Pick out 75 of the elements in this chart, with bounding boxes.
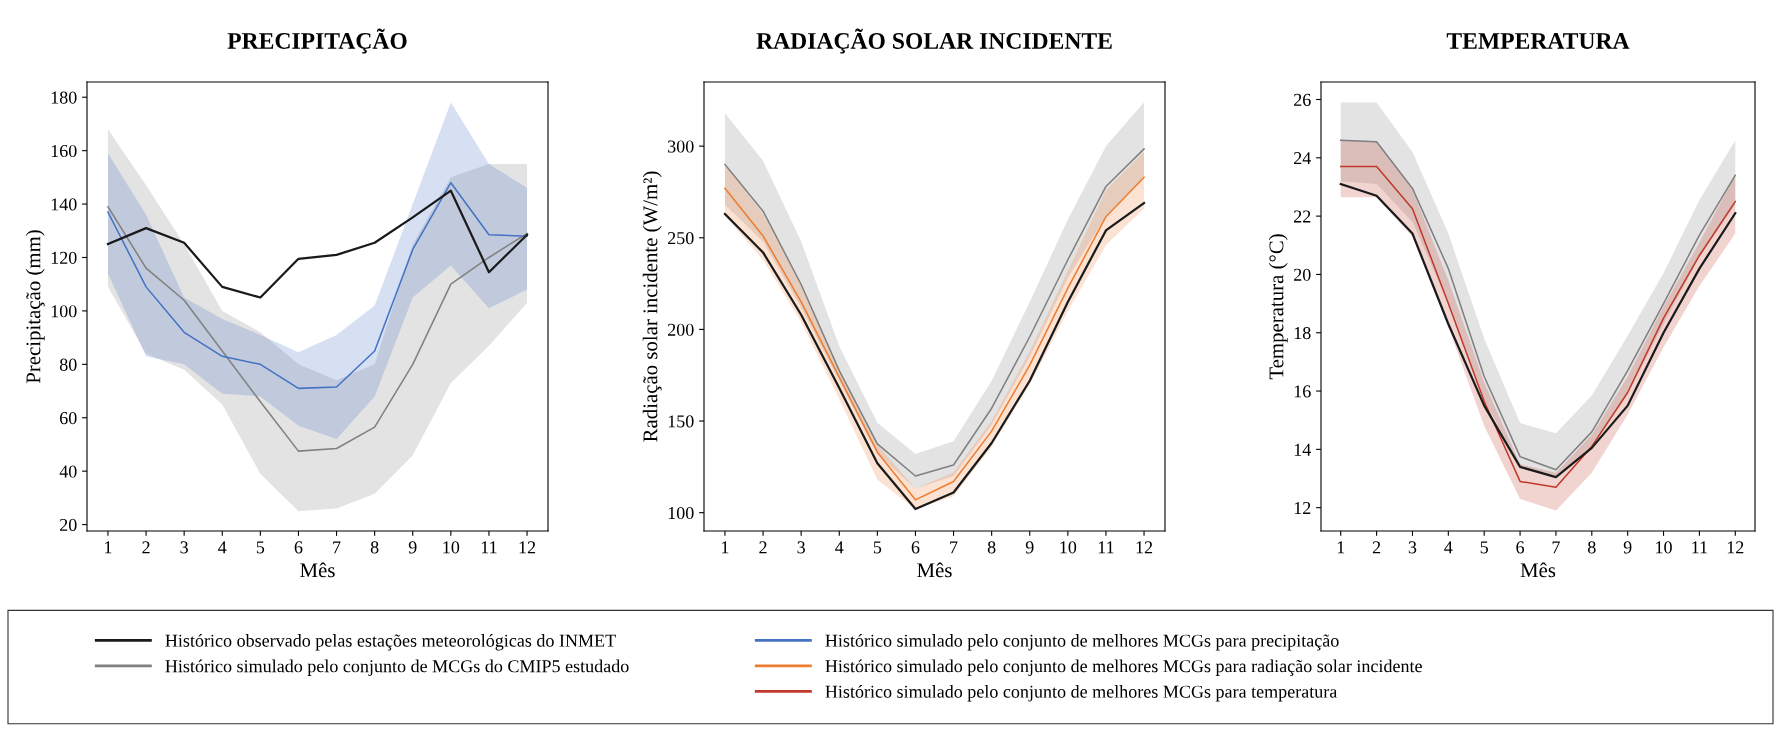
x-tick-label: 8: [987, 541, 996, 554]
x-tick-label: 4: [218, 541, 227, 554]
x-tick-label: 5: [256, 541, 265, 554]
y-tick-label: 120: [51, 251, 77, 264]
x-tick-label: 2: [1372, 541, 1381, 554]
x-axis-title: Mês: [1520, 562, 1556, 578]
y-tick-label: 26: [1294, 93, 1311, 106]
x-axis-title: Mês: [300, 562, 335, 578]
y-tick-label: 100: [51, 305, 77, 318]
y-tick-label: 24: [1294, 152, 1311, 165]
x-tick-label: 4: [1444, 541, 1453, 554]
chart-title: RADIAÇÃO SOLAR INCIDENTE: [756, 28, 1112, 54]
x-tick-label: 12: [1727, 541, 1744, 554]
y-tick-label: 12: [1294, 501, 1311, 514]
x-tick-label: 7: [1552, 541, 1560, 554]
x-tick-label: 10: [443, 541, 460, 554]
y-tick-label: 16: [1294, 385, 1311, 398]
y-axis-title: Temperatura (°C): [1268, 234, 1288, 380]
x-tick-label: 10: [1656, 541, 1672, 554]
chart-title: TEMPERATURA: [1446, 33, 1630, 49]
x-tick-label: 2: [759, 541, 767, 554]
y-tick-label: 18: [1294, 327, 1311, 340]
x-tick-label: 12: [519, 541, 536, 554]
chart-title: PRECIPITAÇÃO: [227, 28, 407, 54]
line-series: [107, 181, 528, 390]
y-axis-title: Radiação solar incidente (W/m²): [642, 171, 662, 442]
y-tick-label: 180: [51, 91, 77, 104]
line-series: [107, 205, 528, 452]
x-tick-label: 11: [1098, 541, 1114, 554]
x-tick-label: 1: [1337, 541, 1345, 554]
legend-label: Histórico simulado pelo conjunto de melhores MCGs para temperatura: [825, 685, 1338, 702]
x-tick-label: 5: [1480, 541, 1489, 554]
x-tick-label: 1: [722, 541, 729, 554]
x-tick-label: 4: [835, 541, 844, 554]
x-tick-label: 3: [1408, 541, 1417, 554]
x-tick-label: 10: [1060, 541, 1077, 554]
x-tick-label: 3: [797, 541, 805, 554]
y-tick-label: 20: [60, 518, 77, 532]
x-tick-label: 11: [1692, 541, 1708, 554]
x-tick-label: 9: [1623, 541, 1632, 554]
x-tick-label: 6: [911, 541, 920, 554]
y-tick-label: 150: [668, 415, 694, 428]
x-tick-label: 8: [1587, 541, 1596, 554]
legend-label: Histórico simulado pelo conjunto de MCGs do CMIP5 estudado: [165, 659, 629, 676]
y-tick-label: 100: [668, 506, 694, 520]
y-tick-label: 60: [60, 412, 77, 425]
y-tick-label: 22: [1294, 210, 1311, 223]
y-tick-label: 14: [1294, 443, 1311, 456]
y-tick-label: 250: [667, 232, 694, 245]
y-tick-label: 40: [59, 465, 77, 478]
x-tick-label: 6: [294, 541, 303, 554]
y-tick-label: 80: [59, 358, 77, 371]
y-tick-label: 140: [51, 198, 77, 211]
legend-label: Histórico observado pelas estações meteorológicas do INMET: [165, 634, 616, 651]
legend-label: Histórico simulado pelo conjunto de melhores MCGs para radiação solar incidente: [825, 659, 1422, 676]
y-axis-title: Precipitação (mm): [25, 230, 45, 384]
x-tick-label: 9: [408, 541, 417, 554]
x-tick-label: 12: [1136, 541, 1153, 554]
x-axis-title: Mês: [917, 562, 952, 578]
line-series: [106, 189, 529, 299]
x-tick-label: 1: [105, 541, 112, 554]
x-tick-label: 5: [873, 541, 882, 554]
x-tick-label: 7: [950, 541, 958, 554]
x-tick-label: 3: [180, 541, 188, 554]
x-tick-label: 8: [370, 541, 379, 554]
x-tick-label: 2: [142, 541, 150, 554]
y-tick-label: 20: [1294, 268, 1311, 281]
y-tick-label: 160: [51, 144, 77, 158]
x-tick-label: 9: [1025, 541, 1034, 554]
y-tick-label: 300: [668, 140, 694, 153]
x-tick-label: 7: [333, 541, 341, 554]
x-tick-label: 11: [481, 541, 497, 554]
y-tick-label: 200: [667, 323, 694, 336]
x-tick-label: 6: [1516, 541, 1525, 554]
legend-label: Histórico simulado pelo conjunto de melhores MCGs para precipitação: [825, 634, 1339, 651]
